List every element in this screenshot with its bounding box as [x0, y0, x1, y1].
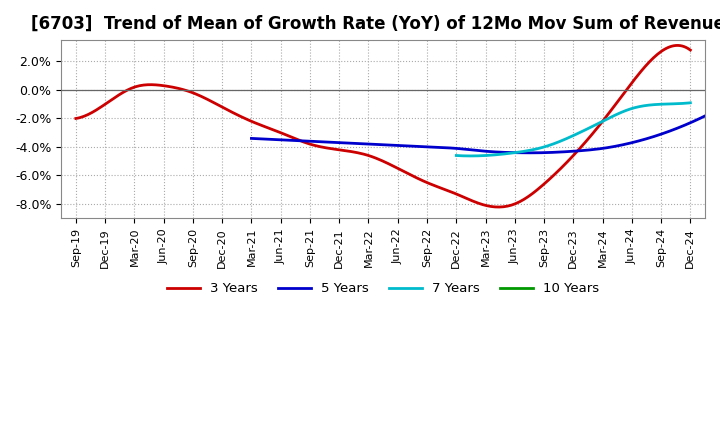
Legend: 3 Years, 5 Years, 7 Years, 10 Years: 3 Years, 5 Years, 7 Years, 10 Years [161, 277, 605, 301]
Title: [6703]  Trend of Mean of Growth Rate (YoY) of 12Mo Mov Sum of Revenues: [6703] Trend of Mean of Growth Rate (YoY… [31, 15, 720, 33]
